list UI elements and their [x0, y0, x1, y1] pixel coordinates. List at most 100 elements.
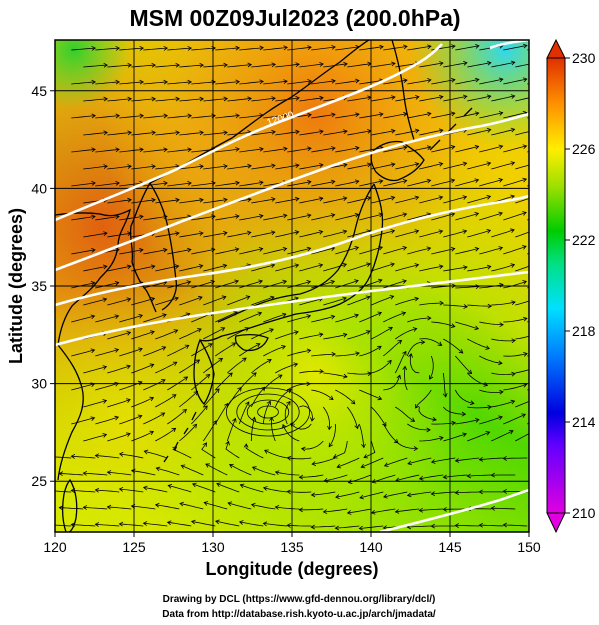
streamline: [227, 131, 252, 136]
streamline: [419, 302, 444, 306]
streamline-arrowhead: [82, 470, 88, 476]
streamline: [71, 315, 95, 323]
streamline: [371, 295, 394, 306]
streamline-arrowhead: [336, 463, 342, 469]
streamline-arrowhead: [223, 164, 228, 169]
streamline: [263, 313, 287, 323]
streamline: [455, 491, 480, 494]
streamline-arrowhead: [235, 214, 240, 219]
colorbar-tick-label: 230: [572, 50, 596, 66]
streamline: [359, 491, 384, 499]
streamline: [383, 113, 407, 119]
streamline-arrowhead: [389, 295, 395, 300]
streamline-arrowhead: [439, 61, 444, 66]
streamline-arrowhead: [331, 146, 336, 151]
streamline: [215, 81, 240, 85]
x-tick-label: 145: [438, 539, 462, 555]
streamline: [155, 394, 177, 408]
streamline-arrowhead: [252, 372, 257, 377]
streamline-arrowhead: [90, 281, 96, 286]
streamline-arrowhead: [174, 296, 179, 302]
y-tick-label: 25: [31, 473, 47, 489]
streamline-arrowhead: [458, 349, 464, 354]
streamline: [167, 409, 187, 425]
streamline: [95, 81, 120, 85]
streamline: [395, 163, 419, 170]
x-tick-label: 120: [43, 539, 67, 555]
hokkaido-coast: [370, 140, 425, 182]
streamline: [143, 379, 166, 391]
streamline-arrowhead: [474, 212, 480, 217]
streamline: [229, 464, 252, 476]
streamline-arrowhead: [102, 264, 108, 270]
streamline-arrowhead: [355, 112, 360, 118]
streamline-arrowhead: [462, 94, 468, 100]
colorbar-tick-label: 226: [572, 141, 596, 157]
streamline-arrowhead: [47, 489, 51, 493]
streamline: [167, 345, 189, 357]
streamline: [251, 131, 276, 136]
streamline-arrowhead: [463, 265, 468, 270]
streamline: [407, 423, 431, 431]
streamline-arrowhead: [318, 196, 324, 202]
streamline: [143, 216, 168, 221]
streamline-arrowhead: [199, 164, 204, 169]
streamline: [83, 98, 108, 102]
streamline-arrowhead: [91, 79, 96, 85]
streamline: [215, 115, 240, 119]
streamline-arrowhead: [190, 519, 196, 525]
streamline: [335, 80, 360, 85]
streamline: [346, 406, 358, 429]
streamline: [347, 508, 372, 514]
streamline-arrowhead: [282, 246, 288, 252]
streamline-arrowhead: [283, 146, 288, 152]
streamline-arrowhead: [383, 462, 389, 467]
streamline-arrowhead: [192, 423, 198, 429]
streamline-arrowhead: [247, 163, 252, 169]
streamline-arrowhead: [171, 427, 177, 433]
streamline: [491, 301, 516, 306]
streamline: [239, 343, 261, 357]
streamline-arrowhead: [175, 130, 180, 136]
streamline-arrowhead: [377, 345, 382, 351]
streamline: [395, 440, 418, 449]
streamline-arrowhead: [247, 62, 252, 68]
streamline-arrowhead: [251, 416, 257, 422]
streamline-arrowhead: [396, 374, 402, 380]
streamline: [323, 197, 347, 204]
streamline: [55, 456, 72, 459]
streamline: [479, 524, 504, 527]
streamline: [263, 345, 286, 357]
streamline-arrowhead: [371, 478, 377, 484]
streamline: [311, 389, 334, 400]
streamline: [227, 64, 252, 68]
streamline-arrowhead: [426, 111, 432, 117]
streamline: [71, 216, 96, 221]
streamline-arrowhead: [210, 279, 216, 285]
streamline: [251, 165, 276, 170]
streamline-arrowhead: [432, 416, 437, 422]
streamline-arrowhead: [103, 231, 108, 237]
streamline: [503, 524, 528, 527]
streamline: [359, 389, 382, 400]
streamline-arrowhead: [251, 466, 257, 471]
streamline: [205, 463, 228, 476]
streamline-arrowhead: [199, 130, 204, 136]
streamline: [395, 328, 417, 340]
streamline-arrowhead: [502, 455, 507, 461]
streamline-arrowhead: [402, 279, 407, 284]
streamline-arrowhead: [239, 483, 245, 489]
streamline: [167, 281, 191, 289]
kuril-islands: [429, 107, 473, 151]
streamline: [311, 80, 336, 85]
streamline: [263, 280, 287, 289]
streamline-arrowhead: [139, 247, 144, 253]
streamline: [119, 314, 143, 323]
streamline-arrowhead: [270, 263, 276, 268]
colorbar-max-arrow: [546, 38, 566, 59]
streamline: [143, 412, 165, 425]
vortex-ring: [246, 399, 290, 425]
streamline: [71, 148, 96, 153]
streamline-arrowhead: [430, 523, 435, 529]
streamline-arrowhead: [414, 296, 420, 302]
